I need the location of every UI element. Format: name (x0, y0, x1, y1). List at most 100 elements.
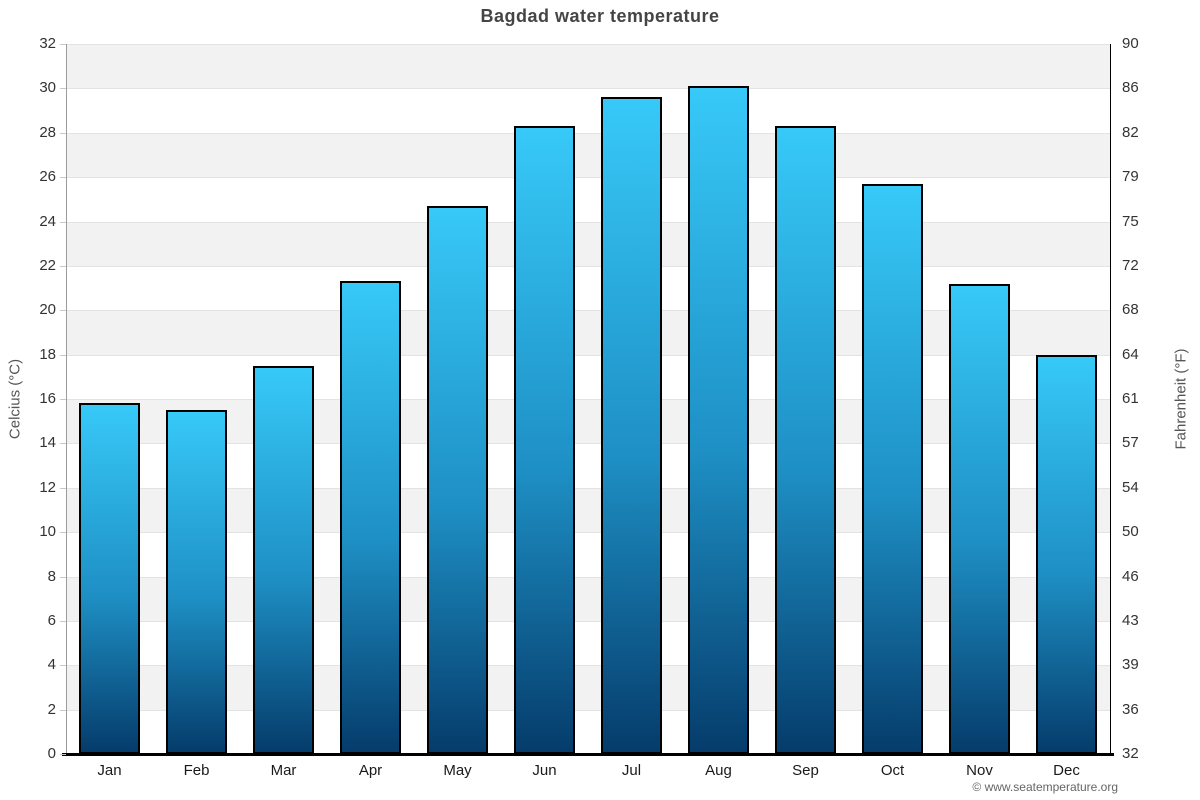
celsius-tick-label: 30 (39, 79, 56, 97)
gridline (66, 399, 1110, 400)
celsius-tick-mark (60, 132, 66, 134)
gridline (66, 620, 1110, 622)
month-label-aug: Aug (705, 762, 732, 779)
gridline (66, 88, 1110, 90)
gridline (66, 709, 1110, 711)
fahrenheit-tick-label: 72 (1122, 256, 1139, 274)
fahrenheit-tick-label: 75 (1122, 212, 1139, 230)
celsius-tick-mark (60, 221, 66, 223)
plot-band (66, 88, 1110, 133)
gridline (66, 265, 1110, 267)
month-label-dec: Dec (1053, 762, 1080, 779)
celsius-tick-label: 16 (39, 390, 56, 407)
bar-jun[interactable] (514, 126, 575, 754)
bar-dec[interactable] (1036, 355, 1097, 754)
month-label-jan: Jan (97, 762, 122, 779)
bar-feb[interactable] (166, 410, 227, 754)
plot-band (66, 177, 1110, 222)
gridline (66, 221, 1110, 223)
fahrenheit-tick-label: 54 (1122, 478, 1139, 496)
fahrenheit-tick-label: 90 (1122, 35, 1139, 52)
celsius-tick-label: 8 (47, 567, 56, 585)
celsius-tick-label: 28 (39, 123, 56, 141)
fahrenheit-tick-label: 79 (1122, 168, 1139, 186)
fahrenheit-tick-label: 57 (1122, 434, 1139, 452)
gridline (66, 576, 1110, 578)
celsius-tick-label: 22 (39, 256, 56, 274)
celsius-tick-mark (60, 576, 66, 578)
celsius-tick-mark (60, 709, 66, 711)
plot-area (66, 44, 1110, 755)
plot-band (66, 709, 1110, 754)
fahrenheit-tick-label: 61 (1122, 390, 1139, 407)
celsius-tick-mark (60, 532, 66, 534)
fahrenheit-axis-line (1110, 44, 1111, 755)
celsius-tick-mark (60, 265, 66, 267)
bar-nov[interactable] (949, 284, 1010, 754)
gridline (66, 487, 1110, 489)
plot-band (66, 532, 1110, 577)
celsius-tick-mark (60, 399, 66, 400)
copyright-text: © www.seatemperature.org (972, 780, 1118, 794)
bar-may[interactable] (427, 206, 488, 754)
fahrenheit-tick-label: 32 (1122, 745, 1139, 762)
gridline (66, 354, 1110, 356)
bar-aug[interactable] (688, 86, 749, 754)
celsius-tick-label: 0 (47, 745, 56, 762)
celsius-tick-mark (60, 310, 66, 312)
plot-band (66, 443, 1110, 488)
month-label-sep: Sep (792, 762, 819, 779)
celsius-tick-label: 2 (47, 700, 56, 718)
x-axis-line (62, 753, 1114, 756)
celsius-tick-mark (60, 620, 66, 622)
fahrenheit-tick-label: 68 (1122, 301, 1139, 319)
celsius-tick-label: 26 (39, 168, 56, 186)
fahrenheit-tick-label: 43 (1122, 611, 1139, 629)
month-label-mar: Mar (270, 762, 297, 779)
plot-band (66, 487, 1110, 533)
month-label-feb: Feb (183, 762, 210, 779)
bar-jan[interactable] (79, 403, 140, 754)
celsius-tick-label: 14 (39, 434, 56, 452)
month-label-jul: Jul (621, 762, 642, 779)
celsius-tick-mark (60, 665, 66, 667)
fahrenheit-tick-label: 82 (1122, 123, 1139, 141)
celsius-tick-label: 32 (39, 35, 56, 52)
gridline (66, 177, 1110, 179)
plot-band (66, 221, 1110, 266)
celsius-tick-mark (60, 44, 66, 45)
gridline (66, 44, 1110, 45)
fahrenheit-tick-label: 46 (1122, 567, 1139, 585)
plot-band (66, 576, 1110, 621)
bar-sep[interactable] (775, 126, 836, 754)
plot-band (66, 354, 1110, 399)
bar-apr[interactable] (340, 281, 401, 754)
plot-band (66, 399, 1110, 444)
celsius-tick-mark (60, 177, 66, 179)
bar-mar[interactable] (253, 366, 314, 754)
gridline (66, 443, 1110, 445)
fahrenheit-tick-label: 36 (1122, 700, 1139, 718)
month-label-nov: Nov (966, 762, 993, 779)
month-label-oct: Oct (880, 762, 905, 779)
celsius-tick-mark (60, 354, 66, 356)
celsius-tick-label: 12 (39, 478, 56, 496)
gridline (66, 310, 1110, 312)
celsius-tick-label: 20 (39, 301, 56, 319)
plot-band (66, 44, 1110, 89)
plot-band (66, 265, 1110, 311)
celsius-tick-label: 24 (39, 212, 56, 230)
fahrenheit-tick-label: 50 (1122, 523, 1139, 541)
gridline (66, 665, 1110, 667)
plot-band (66, 620, 1110, 666)
fahrenheit-tick-label: 39 (1122, 656, 1139, 674)
bar-jul[interactable] (601, 97, 662, 754)
celsius-tick-mark (60, 88, 66, 90)
month-label-jun: Jun (532, 762, 557, 779)
celsius-tick-label: 4 (47, 656, 56, 674)
fahrenheit-tick-label: 64 (1122, 345, 1139, 363)
plot-band (66, 132, 1110, 178)
plot-band (66, 665, 1110, 710)
bar-oct[interactable] (862, 184, 923, 754)
